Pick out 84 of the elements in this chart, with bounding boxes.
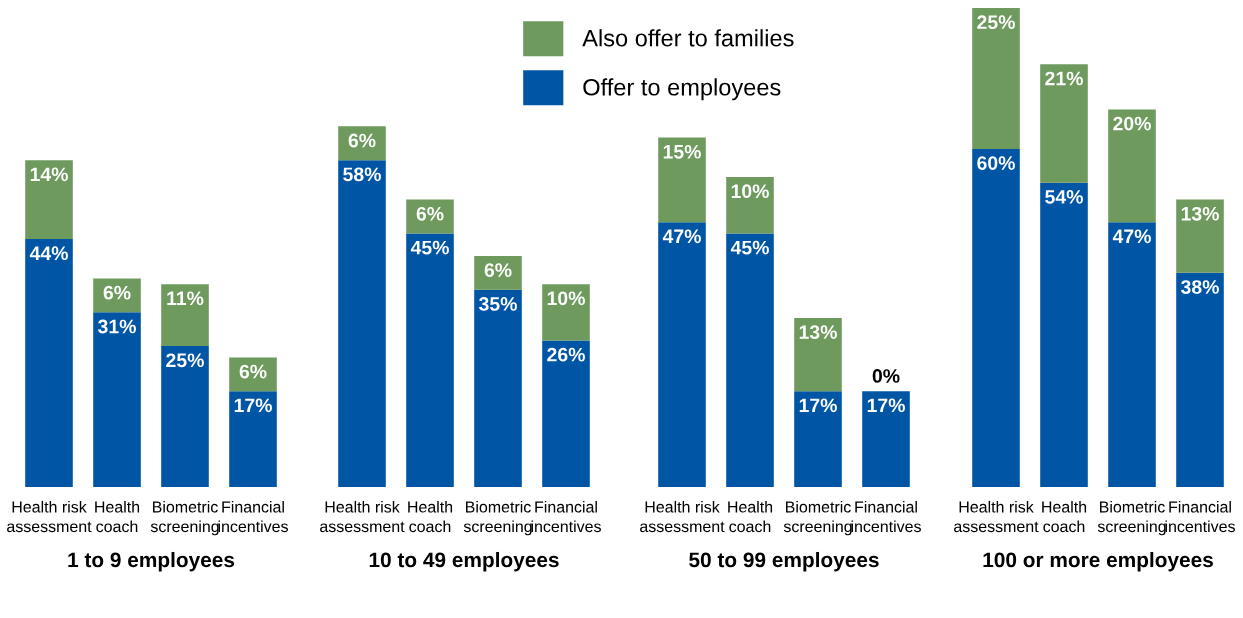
data-label: 17% [799, 398, 837, 413]
x-tick-label: Financial incentives [1165, 500, 1235, 533]
data-label: 38% [1180, 280, 1219, 294]
data-label: 25% [166, 353, 204, 368]
legend-label: Also offer to families [582, 29, 794, 47]
bar [972, 8, 1020, 149]
data-label: 45% [730, 240, 769, 255]
bar [406, 233, 454, 487]
bar [338, 160, 386, 487]
data-label: 26% [547, 347, 585, 362]
x-tick-label: Health risk assessment [7, 500, 92, 533]
x-tick-label: Financial incentives [851, 500, 921, 533]
data-label: 0% [872, 369, 900, 383]
bar [1108, 109, 1156, 223]
data-label: 10% [547, 291, 585, 306]
data-label: 54% [1045, 190, 1083, 204]
bar [25, 239, 73, 487]
data-label: 17% [867, 398, 905, 413]
bar [229, 357, 277, 392]
data-label: 14% [30, 167, 68, 182]
data-label: 6% [484, 263, 512, 277]
x-tick-label: Biometric screening [783, 500, 852, 536]
x-tick-label: Biometric screening [463, 500, 532, 536]
bar [658, 137, 706, 223]
x-tick-label: Health risk assessment [954, 500, 1039, 533]
bar [474, 289, 522, 487]
bar [542, 284, 590, 341]
x-tick-label: Financial incentives [218, 500, 288, 533]
x-tick-label: Financial incentives [531, 500, 601, 533]
data-label: 58% [343, 167, 381, 182]
bar [794, 391, 842, 487]
data-label: 44% [29, 246, 68, 261]
data-label: 6% [239, 364, 267, 379]
data-label: 21% [1045, 71, 1083, 86]
data-label: 47% [662, 229, 701, 244]
data-label: 35% [478, 297, 517, 311]
data-label: 10% [731, 184, 769, 199]
bar [25, 160, 73, 240]
x-tick-label: Health coach [408, 500, 453, 533]
bar [862, 391, 910, 487]
bar [93, 278, 141, 313]
data-label: 25% [977, 15, 1015, 30]
bar [726, 177, 774, 234]
bar [93, 312, 141, 487]
data-label: 13% [1181, 206, 1219, 221]
data-label: 6% [103, 285, 131, 300]
bar [1176, 199, 1224, 273]
bar [229, 391, 277, 487]
bar [1040, 182, 1088, 487]
bar [658, 222, 706, 487]
data-label: 17% [234, 398, 272, 413]
x-axis-title: 100 or more employees [983, 551, 1213, 572]
data-label: 15% [663, 144, 701, 159]
bar [1040, 64, 1088, 183]
x-tick-label: Health coach [1042, 500, 1087, 533]
x-axis-title: 1 to 9 employees [68, 551, 235, 572]
x-tick-label: Health coach [95, 500, 140, 533]
data-label: 6% [348, 133, 376, 148]
bar [1176, 272, 1224, 487]
bar [726, 233, 774, 487]
x-tick-label: Health risk assessment [320, 500, 405, 533]
x-axis-title: 50 to 99 employees [689, 551, 879, 572]
data-label: 31% [97, 319, 136, 334]
data-label: 47% [1112, 229, 1151, 244]
x-tick-label: Health risk assessment [640, 500, 725, 533]
data-label: 13% [799, 325, 837, 340]
data-label: 45% [410, 240, 449, 255]
bar [161, 346, 209, 487]
bar [338, 126, 386, 161]
x-tick-label: Health coach [728, 500, 773, 533]
bar [794, 317, 842, 392]
bar [972, 148, 1020, 487]
data-label: 11% [167, 291, 204, 306]
bar [542, 340, 590, 487]
bar [474, 255, 522, 290]
x-tick-label: Biometric screening [150, 500, 219, 536]
bar [161, 284, 209, 347]
data-label: 20% [1113, 116, 1151, 131]
x-axis-title: 10 to 49 employees [369, 551, 559, 572]
bar [1108, 222, 1156, 487]
data-label: 6% [416, 206, 444, 221]
x-tick-label: Biometric screening [1097, 500, 1166, 536]
legend-label: Offer to employees [583, 78, 781, 101]
data-label: 60% [977, 156, 1015, 170]
